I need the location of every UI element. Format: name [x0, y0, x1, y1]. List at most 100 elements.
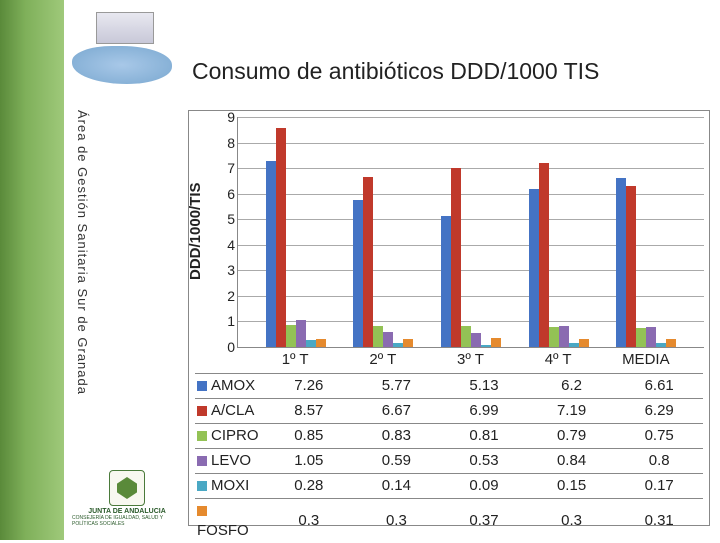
value-cell: 8.57 [265, 399, 353, 424]
page-title: Consumo de antibióticos DDD/1000 TIS [192, 58, 599, 85]
x-axis-label: MEDIA [599, 351, 692, 368]
gridline [238, 117, 704, 118]
series-name-cell: FOSFO [195, 499, 265, 543]
bar [461, 326, 471, 347]
bar [559, 326, 569, 347]
y-tick: 0 [221, 339, 235, 355]
table-row: AMOX7.265.775.136.26.61 [195, 374, 703, 399]
value-cell: 0.28 [265, 474, 353, 499]
bar [383, 332, 393, 347]
value-cell: 0.81 [440, 424, 528, 449]
value-cell: 6.67 [353, 399, 441, 424]
value-cell: 0.8 [615, 449, 703, 474]
building-icon [96, 12, 154, 44]
value-cell: 0.75 [615, 424, 703, 449]
value-cell: 0.3 [353, 499, 441, 543]
bar [579, 339, 589, 347]
series-label: FOSFO [197, 522, 249, 539]
y-tick: 6 [221, 186, 235, 202]
footer-line2: CONSEJERÍA DE IGUALDAD, SALUD Y POLÍTICA… [72, 515, 182, 527]
data-table: AMOX7.265.775.136.26.61A/CLA8.576.676.99… [195, 373, 703, 543]
bar [656, 343, 666, 347]
value-cell: 0.3 [265, 499, 353, 543]
value-cell: 0.59 [353, 449, 441, 474]
footer-logo: JUNTA DE ANDALUCIA CONSEJERÍA DE IGUALDA… [72, 470, 182, 532]
x-axis-label: 2º T [336, 351, 429, 368]
y-tick: 3 [221, 262, 235, 278]
value-cell: 5.13 [440, 374, 528, 399]
value-cell: 6.99 [440, 399, 528, 424]
value-cell: 1.05 [265, 449, 353, 474]
y-tick: 9 [221, 109, 235, 125]
y-tick: 2 [221, 288, 235, 304]
y-tick: 5 [221, 211, 235, 227]
bar [266, 161, 276, 347]
bar [539, 163, 549, 347]
bar [353, 200, 363, 347]
table-row: FOSFO0.30.30.370.30.31 [195, 499, 703, 543]
value-cell: 0.31 [615, 499, 703, 543]
plot-area [237, 117, 704, 348]
series-name-cell: AMOX [195, 374, 265, 399]
value-cell: 0.14 [353, 474, 441, 499]
legend-swatch [197, 406, 207, 416]
y-axis-label: DDD/1000/TIS [187, 161, 205, 301]
y-tick: 7 [221, 160, 235, 176]
y-tick: 4 [221, 237, 235, 253]
table-row: MOXI 0.280.140.090.150.17 [195, 474, 703, 499]
value-cell: 0.53 [440, 449, 528, 474]
table-row: LEVO 1.050.590.530.840.8 [195, 449, 703, 474]
bar [569, 343, 579, 347]
value-cell: 0.09 [440, 474, 528, 499]
x-axis-label: 3º T [424, 351, 517, 368]
bar [373, 326, 383, 347]
bar [441, 216, 451, 347]
bar [481, 345, 491, 347]
series-name-cell: LEVO [195, 449, 265, 474]
x-axis-label: 4º T [512, 351, 605, 368]
series-name-cell: CIPRO [195, 424, 265, 449]
x-axis-label: 1º T [249, 351, 342, 368]
value-cell: 0.15 [528, 474, 616, 499]
value-cell: 6.29 [615, 399, 703, 424]
series-label: CIPRO [211, 427, 259, 444]
y-tick: 8 [221, 135, 235, 151]
series-label: MOXI [211, 477, 249, 494]
bar [529, 189, 539, 347]
value-cell: 0.84 [528, 449, 616, 474]
bar [363, 177, 373, 347]
bar [636, 328, 646, 347]
value-cell: 0.79 [528, 424, 616, 449]
value-cell: 6.61 [615, 374, 703, 399]
junta-emblem-icon [109, 470, 145, 506]
region-map-icon [72, 46, 172, 84]
sidebar-stripe [0, 0, 64, 540]
footer-line1: JUNTA DE ANDALUCIA [88, 508, 166, 515]
value-cell: 0.83 [353, 424, 441, 449]
legend-swatch [197, 481, 207, 491]
y-tick: 1 [221, 313, 235, 329]
series-label: AMOX [211, 377, 255, 394]
sidebar-vertical-text: Área de Gestión Sanitaria Sur de Granada [70, 110, 90, 440]
value-cell: 6.2 [528, 374, 616, 399]
series-name-cell: MOXI [195, 474, 265, 499]
value-cell: 0.17 [615, 474, 703, 499]
bar [549, 327, 559, 347]
value-cell: 7.19 [528, 399, 616, 424]
bar [471, 333, 481, 347]
bar [491, 338, 501, 347]
legend-swatch [197, 456, 207, 466]
value-cell: 0.85 [265, 424, 353, 449]
bar [666, 339, 676, 347]
bar [646, 327, 656, 347]
bar [286, 325, 296, 347]
bar [393, 343, 403, 347]
legend-swatch [197, 381, 207, 391]
bar [403, 339, 413, 347]
gridline [238, 168, 704, 169]
bar [451, 168, 461, 347]
value-cell: 7.26 [265, 374, 353, 399]
legend-swatch [197, 506, 207, 516]
series-label: LEVO [211, 452, 251, 469]
series-label: A/CLA [211, 402, 254, 419]
